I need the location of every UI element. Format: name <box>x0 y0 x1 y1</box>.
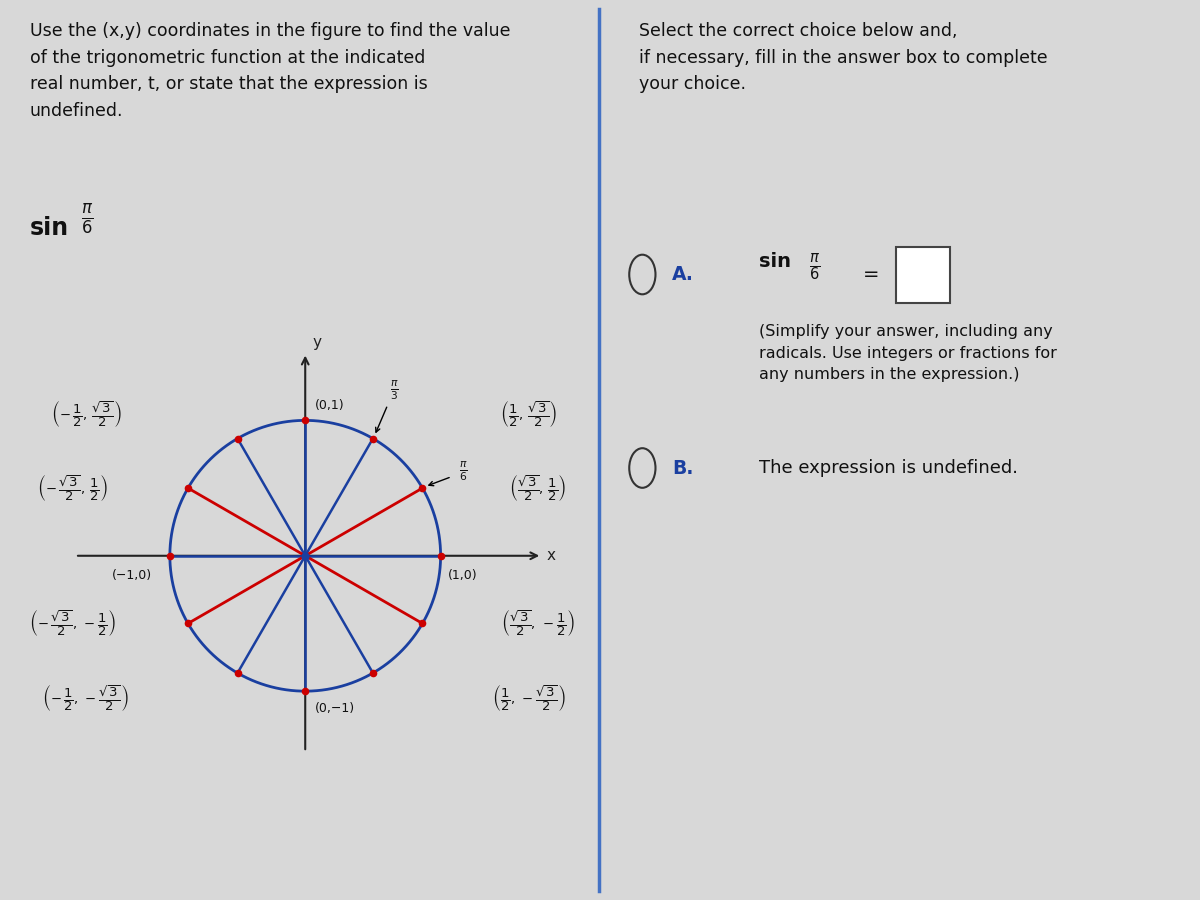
Bar <box>896 247 949 303</box>
Text: $\left(\dfrac{\sqrt{3}}{2},\,-\dfrac{1}{2}\right)$: $\left(\dfrac{\sqrt{3}}{2},\,-\dfrac{1}{… <box>502 608 575 638</box>
Text: $\frac{\pi}{6}$: $\frac{\pi}{6}$ <box>809 252 821 284</box>
Text: (0,−1): (0,−1) <box>314 702 355 715</box>
Text: $\left(-\,\dfrac{1}{2},\,\dfrac{\sqrt{3}}{2}\right)$: $\left(-\,\dfrac{1}{2},\,\dfrac{\sqrt{3}… <box>50 399 121 428</box>
Text: sin: sin <box>758 252 791 271</box>
Text: $\left(-\,\dfrac{\sqrt{3}}{2},\,-\dfrac{1}{2}\right)$: $\left(-\,\dfrac{\sqrt{3}}{2},\,-\dfrac{… <box>29 608 116 638</box>
Text: sin: sin <box>30 216 68 240</box>
Text: $\frac{\pi}{6}$: $\frac{\pi}{6}$ <box>460 459 468 483</box>
Text: The expression is undefined.: The expression is undefined. <box>758 459 1018 477</box>
Text: y: y <box>312 335 322 350</box>
Text: $\frac{\pi}{3}$: $\frac{\pi}{3}$ <box>390 378 398 402</box>
Text: (Simplify your answer, including any
radicals. Use integers or fractions for
any: (Simplify your answer, including any rad… <box>758 324 1056 382</box>
Text: $\left(-\,\dfrac{\sqrt{3}}{2},\,\dfrac{1}{2}\right)$: $\left(-\,\dfrac{\sqrt{3}}{2},\,\dfrac{1… <box>37 473 108 503</box>
Text: (1,0): (1,0) <box>448 570 478 582</box>
Text: A.: A. <box>672 265 694 284</box>
Text: Use the (x,y) coordinates in the figure to find the value
of the trigonometric f: Use the (x,y) coordinates in the figure … <box>30 22 510 120</box>
Text: Select the correct choice below and,
if necessary, fill in the answer box to com: Select the correct choice below and, if … <box>640 22 1048 94</box>
Text: $\frac{\pi}{6}$: $\frac{\pi}{6}$ <box>80 202 94 237</box>
Text: $\left(\dfrac{1}{2},\,\dfrac{\sqrt{3}}{2}\right)$: $\left(\dfrac{1}{2},\,\dfrac{\sqrt{3}}{2… <box>500 399 557 428</box>
Text: =: = <box>863 265 880 284</box>
Text: (0,1): (0,1) <box>314 400 344 412</box>
Text: x: x <box>546 548 556 563</box>
Text: $\left(-\,\dfrac{1}{2},\,-\dfrac{\sqrt{3}}{2}\right)$: $\left(-\,\dfrac{1}{2},\,-\dfrac{\sqrt{3… <box>42 683 130 713</box>
Text: $\left(\dfrac{1}{2},\,-\dfrac{\sqrt{3}}{2}\right)$: $\left(\dfrac{1}{2},\,-\dfrac{\sqrt{3}}{… <box>492 683 565 713</box>
Text: B.: B. <box>672 458 694 478</box>
Text: $\left(\dfrac{\sqrt{3}}{2},\,\dfrac{1}{2}\right)$: $\left(\dfrac{\sqrt{3}}{2},\,\dfrac{1}{2… <box>509 473 566 503</box>
Text: (−1,0): (−1,0) <box>112 570 152 582</box>
